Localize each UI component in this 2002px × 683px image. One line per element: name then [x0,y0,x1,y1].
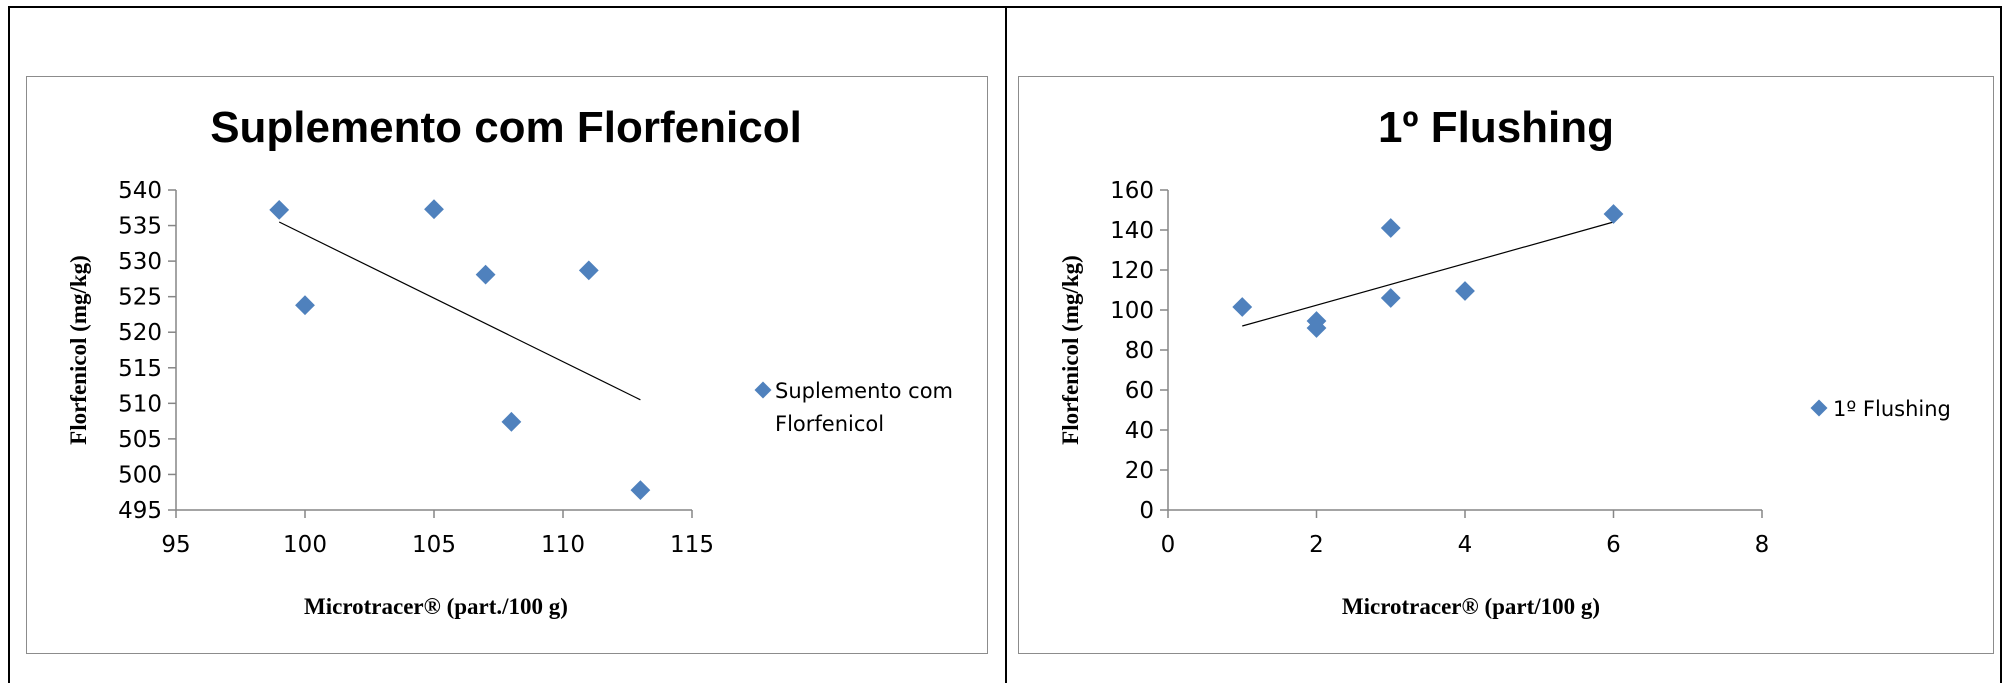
left-table-cell [8,6,1007,683]
chart-flushing: 1º Flushing Florfenicol (mg/kg) Microtra… [1058,103,1951,619]
chart-1-legend-line-1: Suplemento com [775,379,953,403]
chart-2-y-tick-label: 60 [1125,378,1154,404]
chart-2-legend-line-1: 1º Flushing [1833,397,1951,421]
chart-2-legend: 1º Flushing [1810,397,1951,421]
chart-2-data-point [1232,297,1253,317]
chart-1-x-axis-label: Microtracer® (part./100 g) [304,594,568,619]
chart-1-data-point [630,480,651,500]
chart-1-data-point [295,295,315,316]
chart-1-data-point [501,411,522,432]
chart-1-legend-marker [754,381,772,399]
chart-suplemento: Suplemento com Florfenicol Florfenicol (… [66,103,953,619]
chart-2-x-tick-label: 6 [1606,532,1621,558]
chart-2-data-point [1306,311,1327,331]
chart-2-x-tick-label: 8 [1755,532,1770,558]
chart-1-x-tick-label: 100 [283,532,327,558]
chart-2-x-tick-label: 2 [1309,532,1324,558]
chart-2-y-tick-label: 20 [1125,458,1154,484]
chart-2-x-tick-label: 4 [1458,532,1473,558]
chart-1-y-tick-label: 500 [118,462,162,488]
chart-2-y-tick-label: 0 [1139,498,1154,524]
chart-2-y-axis-label: Florfenicol (mg/kg) [1058,255,1083,445]
chart-1-x-tick-label: 115 [670,532,714,558]
chart-1-y-tick-label: 530 [118,249,162,275]
chart-2-x-tick-label: 0 [1161,532,1176,558]
chart-2-y-tick-label: 140 [1110,218,1154,244]
chart-1-data-point [269,200,290,220]
chart-2-y-tick-label: 160 [1110,178,1154,204]
chart-1-y-tick-label: 495 [118,498,162,524]
chart-1-title: Suplemento com Florfenicol [210,103,802,152]
chart-1-y-tick-label: 535 [118,214,162,240]
right-table-cell [1005,6,2002,683]
chart-1-x-tick-label: 105 [412,532,456,558]
chart-1-y-tick-label: 525 [118,285,162,311]
chart-1-x-tick-label: 110 [541,532,585,558]
chart-2-trendline [1242,221,1614,327]
chart-2-data-point [1603,204,1624,224]
chart-2-legend-marker [1810,399,1828,417]
chart-1-trendline [278,221,641,401]
chart-1-legend-line-2: Florfenicol [775,412,884,436]
chart-2-x-axis-label: Microtracer® (part/100 g) [1342,594,1600,619]
chart-1-y-tick-label: 520 [118,320,162,346]
chart-2-y-tick-label: 80 [1125,338,1154,364]
chart-1-data-point [424,199,444,220]
chart-1-area [26,76,988,654]
chart-1-legend: Suplemento com Florfenicol [754,379,953,436]
chart-1-y-tick-label: 505 [118,427,162,453]
chart-1-y-tick-label: 540 [118,178,162,204]
chart-1-x-tick-label: 95 [161,532,190,558]
chart-2-y-tick-label: 120 [1110,258,1154,284]
chart-2-data-point [1380,218,1401,238]
chart-1-data-point [578,260,599,281]
chart-2-title: 1º Flushing [1378,103,1614,152]
chart-2-y-tick-label: 40 [1125,418,1154,444]
chart-1-y-axis-label: Florfenicol (mg/kg) [66,255,91,445]
chart-1-y-tick-label: 510 [118,391,162,417]
chart-1-y-tick-label: 515 [118,356,162,382]
chart-2-data-point [1455,281,1475,301]
chart-2-y-tick-label: 100 [1110,298,1154,324]
chart-2-area [1018,76,1994,654]
chart-2-data-point [1380,288,1401,308]
chart-1-data-point [475,264,496,285]
